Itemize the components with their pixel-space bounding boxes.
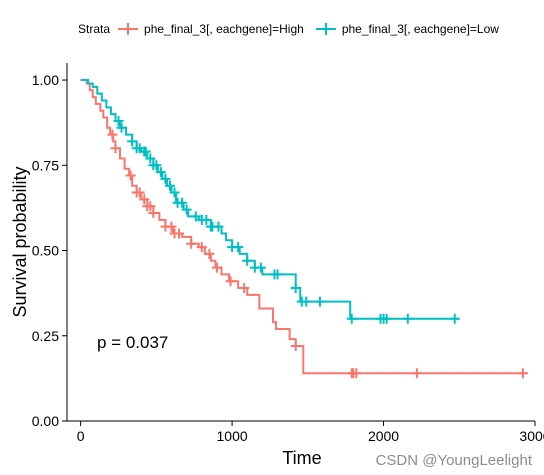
censor-mark	[233, 242, 244, 253]
y-tick-label: 0.75	[32, 157, 59, 173]
censor-mark	[211, 262, 222, 273]
censor-mark	[155, 167, 166, 178]
censor-mark	[140, 146, 151, 157]
x-axis-label: Time	[282, 448, 321, 468]
censor-mark	[242, 255, 253, 266]
y-axis-label: Survival probability	[10, 166, 30, 317]
survival-curve-low	[80, 79, 460, 320]
censor-mark	[166, 221, 177, 232]
legend-item-low: phe_final_3[, eachgene]=Low	[315, 21, 499, 37]
series-layer	[80, 79, 528, 379]
censor-mark	[290, 340, 301, 351]
censor-mark	[204, 248, 215, 259]
censor-mark	[186, 238, 197, 249]
x-tick-label: 0	[77, 428, 85, 444]
censor-mark	[301, 296, 312, 307]
censor-mark	[160, 173, 171, 184]
censor-mark	[110, 143, 121, 154]
censor-mark	[139, 194, 150, 205]
legend: Strata phe_final_3[, eachgene]=High phe_…	[78, 20, 511, 38]
censor-mark	[145, 201, 156, 212]
legend-label-low: phe_final_3[, eachgene]=Low	[341, 22, 499, 36]
censor-mark	[272, 269, 283, 280]
p-value-annotation: p = 0.037	[97, 333, 168, 352]
censor-mark	[134, 187, 145, 198]
legend-label-high: phe_final_3[, eachgene]=High	[144, 22, 304, 36]
censor-mark	[314, 296, 325, 307]
censor-mark	[177, 197, 188, 208]
censor-mark	[255, 262, 266, 273]
censor-mark	[517, 368, 528, 379]
censor-mark	[346, 313, 357, 324]
y-tick-label: 0.50	[32, 243, 59, 259]
censor-mark	[125, 170, 136, 181]
censor-mark	[213, 221, 224, 232]
censor-mark	[164, 180, 175, 191]
y-tick-label: 0.00	[32, 413, 59, 429]
legend-key-high-icon	[118, 21, 139, 37]
censor-mark	[196, 242, 207, 253]
censor-mark	[190, 211, 201, 222]
censor-mark	[381, 313, 392, 324]
y-tick-label: 0.25	[32, 328, 59, 344]
censor-mark	[148, 208, 159, 219]
censor-mark	[145, 153, 156, 164]
censor-mark	[351, 368, 362, 379]
censor-mark	[225, 276, 236, 287]
censor-mark	[151, 160, 162, 171]
censor-mark	[239, 283, 250, 294]
y-tick-label: 1.00	[32, 72, 59, 88]
legend-item-high: phe_final_3[, eachgene]=High	[118, 21, 304, 37]
legend-title: Strata	[78, 22, 111, 36]
legend-key-low-icon	[315, 21, 336, 37]
x-tick-label: 1000	[217, 428, 248, 444]
censor-mark	[169, 187, 180, 198]
censor-mark	[107, 129, 118, 140]
censor-mark	[290, 283, 301, 294]
censor-mark	[174, 228, 185, 239]
censor-mark	[127, 136, 138, 147]
x-tick-label: 2000	[368, 428, 399, 444]
censor-mark	[116, 122, 127, 133]
censor-mark	[411, 368, 422, 379]
censor-mark	[181, 204, 192, 215]
survival-curve-high	[80, 79, 528, 375]
censor-mark	[449, 313, 460, 324]
censor-mark	[201, 214, 212, 225]
watermark: CSDN @YoungLeelight	[375, 452, 532, 469]
censor-mark	[402, 313, 413, 324]
censor-mark	[113, 115, 124, 126]
